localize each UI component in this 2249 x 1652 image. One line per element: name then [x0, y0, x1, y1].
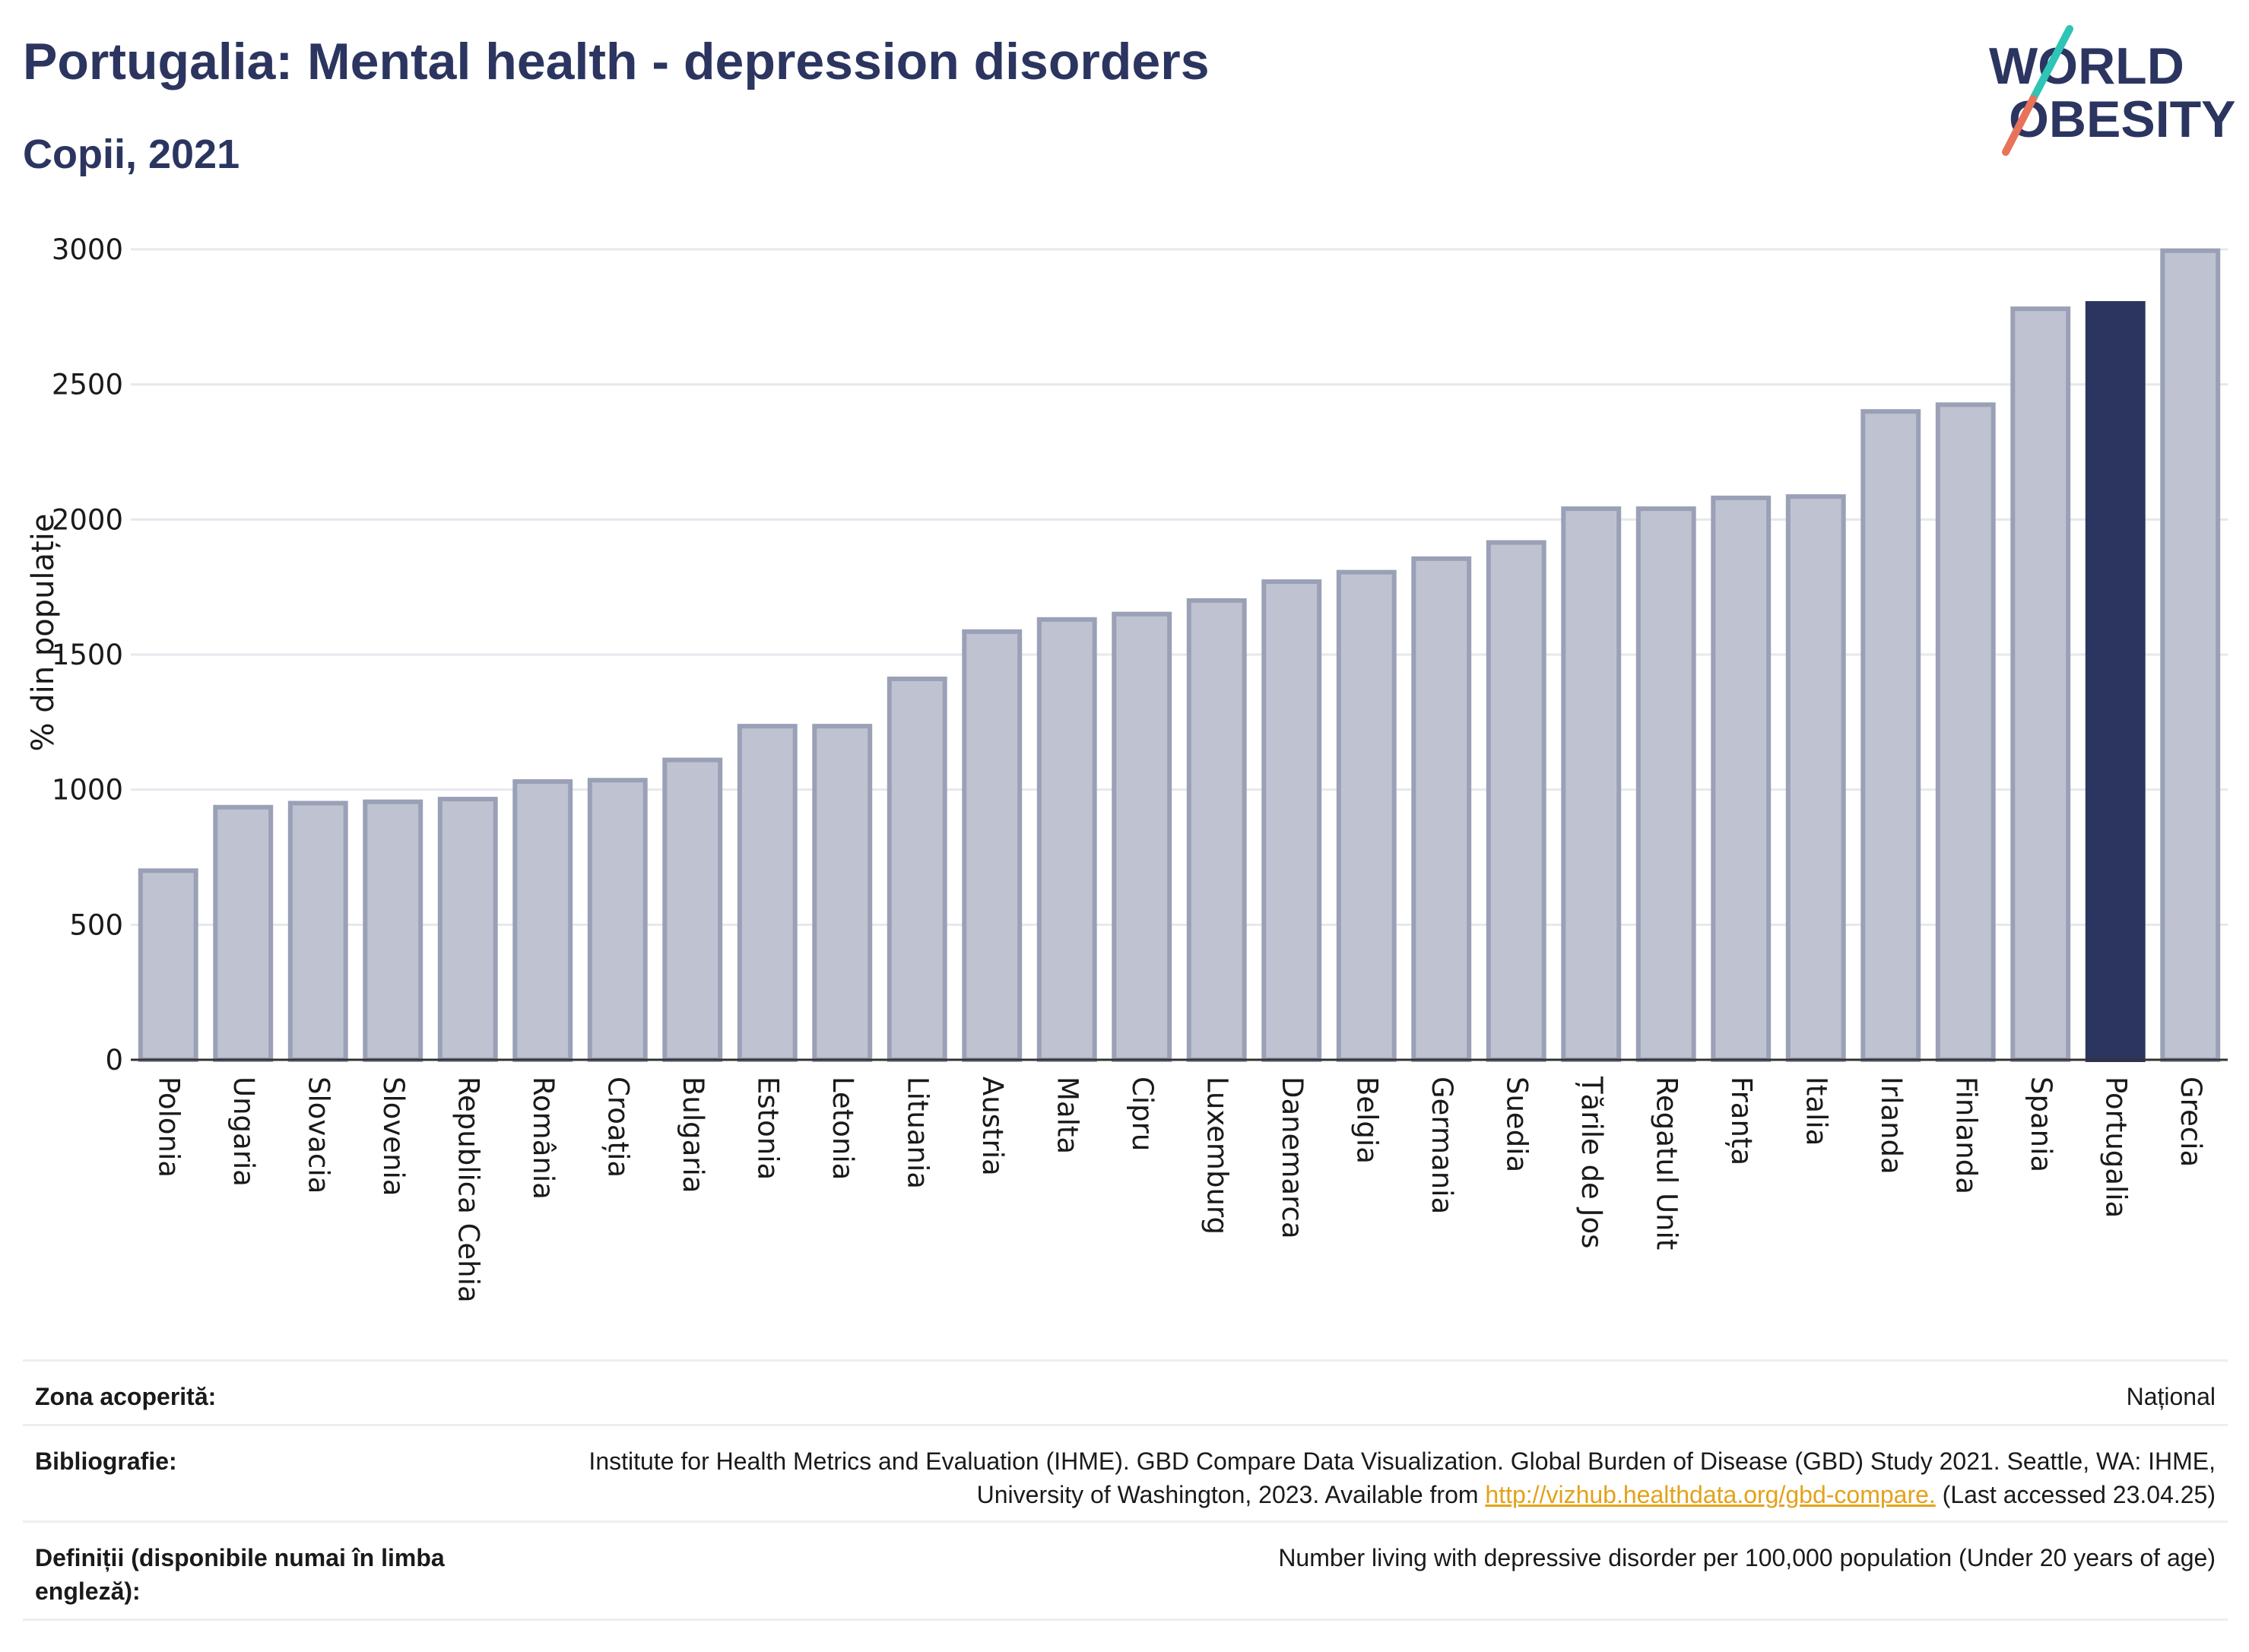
- bar-republica-cehia: [437, 797, 498, 1063]
- x-tick-label: Slovacia: [302, 1076, 335, 1194]
- y-tick-label: 1000: [52, 774, 123, 807]
- y-axis-ticks: 0 500 1000 1500 2000 2500 3000: [52, 233, 123, 1076]
- x-tick-label: Irlanda: [1875, 1076, 1908, 1175]
- x-tick-label: Suedia: [1500, 1076, 1533, 1172]
- x-axis-labels: Polonia Ungaria Slovacia Slovenia Republica …: [152, 1076, 2207, 1303]
- bar-italia: [1785, 494, 1846, 1062]
- x-tick-label: Estonia: [751, 1076, 784, 1180]
- logo-line2: OBESITY: [2009, 90, 2235, 148]
- bar-estonia: [737, 724, 798, 1062]
- x-tick-label: Slovenia: [377, 1076, 410, 1196]
- info-row-definitions: Definiții (disponibile numai în limba en…: [23, 1520, 2228, 1621]
- x-tick-label: Italia: [1800, 1076, 1832, 1146]
- x-tick-label: Finlanda: [1949, 1076, 1982, 1194]
- bar-cipru: [1112, 611, 1172, 1062]
- x-tick-label: Republica Cehia: [452, 1076, 484, 1303]
- x-tick-label: Belgia: [1350, 1076, 1383, 1164]
- bar-grecia: [2160, 248, 2221, 1063]
- bar-românia: [512, 779, 573, 1063]
- y-tick-label: 1500: [52, 639, 123, 671]
- bar-irlanda: [1860, 409, 1921, 1062]
- x-tick-label: Regatul Unit: [1650, 1076, 1683, 1250]
- info-value: Național: [2126, 1383, 2216, 1410]
- x-tick-label: Germania: [1426, 1076, 1458, 1214]
- logo-line1: WORLD: [1989, 37, 2184, 95]
- x-tick-label: Malta: [1051, 1076, 1083, 1154]
- x-tick-label: Spania: [2025, 1076, 2057, 1172]
- bar-germania: [1411, 556, 1472, 1062]
- bar-țările-de-jos: [1561, 506, 1622, 1062]
- x-tick-label: Polonia: [152, 1076, 185, 1178]
- last-accessed: (Last accessed 23.04.25): [1935, 1481, 2216, 1508]
- info-value: Number living with depressive disorder p…: [1278, 1544, 2216, 1571]
- bar-austria: [962, 629, 1023, 1062]
- bar-danemarca: [1261, 579, 1322, 1062]
- bar-belgia: [1336, 569, 1397, 1062]
- bar-slovacia: [287, 801, 348, 1063]
- source-link[interactable]: http://vizhub.healthdata.org/gbd-compare…: [1485, 1481, 1936, 1508]
- y-tick-label: 2000: [52, 503, 123, 536]
- info-key: Definiții (disponibile numai în limba en…: [35, 1544, 445, 1605]
- bar-finlanda: [1935, 402, 1996, 1062]
- y-tick-label: 500: [69, 908, 123, 941]
- x-tick-label: Portugalia: [2099, 1076, 2132, 1218]
- bar-lituania: [887, 676, 947, 1062]
- x-tick-label: Bulgaria: [677, 1076, 709, 1193]
- chart-subtitle: Copii, 2021: [23, 132, 240, 177]
- info-row-bibliography: Bibliografie: Institute for Health Metri…: [23, 1424, 2228, 1520]
- info-value: Institute for Health Metrics and Evaluat…: [543, 1444, 2216, 1511]
- bibliography-text: Institute for Health Metrics and Evaluat…: [588, 1447, 2216, 1508]
- bar-ungaria: [213, 804, 274, 1062]
- bar-portugalia: [2085, 301, 2146, 1063]
- bar-franța: [1711, 495, 1772, 1062]
- x-tick-label: Luxemburg: [1201, 1076, 1233, 1235]
- info-row-coverage: Zona acoperită: Național: [23, 1359, 2228, 1424]
- bar-croația: [587, 778, 648, 1062]
- x-tick-label: Letonia: [826, 1076, 859, 1180]
- x-tick-label: Cipru: [1126, 1076, 1159, 1151]
- x-tick-label: România: [527, 1076, 560, 1200]
- bar-chart: 0 500 1000 1500 2000 2500 3000 Polonia Ungaria S…: [26, 233, 2228, 1303]
- x-tick-label: Austria: [976, 1076, 1009, 1176]
- bar-bulgaria: [662, 757, 723, 1063]
- x-tick-label: Danemarca: [1276, 1076, 1308, 1239]
- bar-spania: [2010, 306, 2071, 1062]
- bar-slovenia: [363, 799, 423, 1062]
- bar-suedia: [1486, 540, 1546, 1062]
- chart-title: Portugalia: Mental health - depression d…: [23, 33, 1210, 90]
- x-tick-label: Grecia: [2174, 1076, 2207, 1167]
- y-axis-label: % din populație: [26, 514, 61, 752]
- bar-polonia: [138, 868, 198, 1063]
- y-tick-label: 0: [105, 1044, 123, 1076]
- x-tick-label: Croația: [601, 1076, 634, 1178]
- x-tick-label: Franța: [1725, 1076, 1758, 1165]
- info-key: Zona acoperită:: [35, 1383, 217, 1410]
- info-key: Bibliografie:: [35, 1447, 177, 1475]
- y-tick-label: 2500: [52, 369, 123, 401]
- info-table: Zona acoperită: Național Bibliografie: I…: [23, 1359, 2228, 1621]
- x-tick-label: Ungaria: [227, 1076, 260, 1187]
- y-tick-label: 3000: [52, 233, 123, 266]
- bar-luxemburg: [1186, 598, 1247, 1062]
- x-tick-label: Țările de Jos: [1575, 1076, 1608, 1248]
- bar-regatul-unit: [1635, 506, 1696, 1062]
- world-obesity-logo: WORLD OBESITY: [1989, 25, 2235, 156]
- bar-letonia: [812, 724, 873, 1062]
- bar-malta: [1036, 617, 1097, 1062]
- x-tick-label: Lituania: [901, 1076, 934, 1189]
